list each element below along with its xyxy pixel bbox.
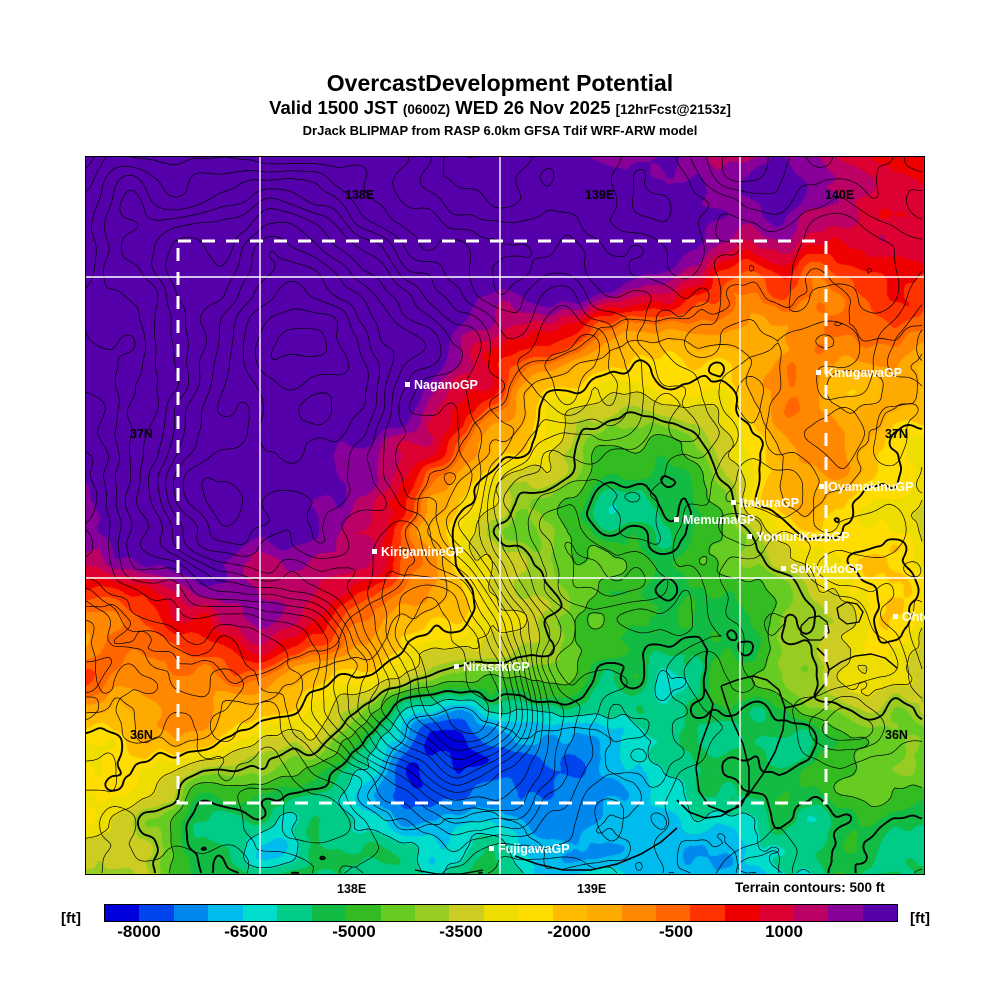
map-field-canvas <box>85 156 925 875</box>
lat-label-right-1: 37N <box>885 427 908 441</box>
station-dot-icon <box>781 566 786 572</box>
colorbar-tick-6: 1000 <box>765 922 803 941</box>
colorbar-segment-9 <box>414 905 450 921</box>
station-label: FujigawaGP <box>498 842 570 856</box>
lat-label-right-3: 36N <box>885 728 908 742</box>
station-label: ItakuraGP <box>740 496 800 510</box>
colorbar-unit-left: [ft] <box>61 910 81 927</box>
station-dot-icon <box>747 534 752 540</box>
forecast-stamp: [12hrFcst@2153z] <box>615 102 731 117</box>
colorbar-tick-4: -2000 <box>547 922 591 941</box>
colorbar-segment-20 <box>793 905 829 921</box>
colorbar-segment-8 <box>380 905 415 921</box>
station-dot-icon <box>816 370 821 376</box>
colorbar-unit-right: [ft] <box>910 910 930 927</box>
valid-date: WED 26 Nov 2025 <box>455 97 611 118</box>
colorbar-segment-13 <box>552 905 588 921</box>
colorbar-tick-3: -3500 <box>439 922 483 941</box>
colorbar-segment-18 <box>724 905 760 921</box>
station-dot-icon <box>731 500 736 506</box>
colorbar-segment-16 <box>656 905 691 921</box>
valid-time-line: Valid 1500 JST (0600Z) WED 26 Nov 2025 [… <box>0 96 1000 122</box>
station-label: YomiuriKazoGP <box>756 530 850 544</box>
station-marker-sekiyadogp[interactable]: SekiyadoGP <box>781 563 863 575</box>
lon-label-bottom-1: 139E <box>577 882 607 896</box>
colorbar-tick-0: -8000 <box>117 922 161 941</box>
colorbar[interactable] <box>104 904 898 922</box>
colorbar-segment-5 <box>277 905 312 921</box>
lat-label-left-0: 37N <box>130 427 153 441</box>
lat-label-left-2: 36N <box>130 728 153 742</box>
colorbar-segment-6 <box>311 905 347 921</box>
colorbar-tick-2: -5000 <box>332 922 376 941</box>
title-block: OvercastDevelopment Potential Valid 1500… <box>0 70 1000 140</box>
colorbar-segment-3 <box>208 905 243 921</box>
forecast-map[interactable] <box>85 156 925 875</box>
station-marker-memumagp[interactable]: MemumaGP <box>674 514 755 526</box>
colorbar-segment-11 <box>483 905 519 921</box>
station-marker-kinugawagp[interactable]: KinugawaGP <box>816 367 902 379</box>
station-label: MemumaGP <box>683 513 756 527</box>
colorbar-segment-4 <box>242 905 278 921</box>
colorbar-segment-17 <box>690 905 725 921</box>
colorbar-segment-0 <box>105 905 140 921</box>
station-marker-yomiurikazogp[interactable]: YomiuriKazoGP <box>747 531 850 543</box>
station-marker-naganogp[interactable]: NaganoGP <box>405 379 478 391</box>
lon-label-bottom-0: 138E <box>337 882 367 896</box>
colorbar-segment-2 <box>173 905 209 921</box>
station-marker-itakuragp[interactable]: ItakuraGP <box>731 497 799 509</box>
station-label: NaganoGP <box>414 378 478 392</box>
station-label: OyamakinuGP <box>828 480 914 494</box>
station-dot-icon <box>489 846 494 852</box>
station-marker-ohtonead[interactable]: OhtoneAD <box>893 611 964 623</box>
colorbar-segment-21 <box>828 905 863 921</box>
colorbar-segment-22 <box>862 905 898 921</box>
lon-label-top-2: 140E <box>825 188 855 202</box>
station-dot-icon <box>674 517 679 523</box>
station-marker-nirasakigp[interactable]: NirasakiGP <box>454 661 530 673</box>
colorbar-segment-10 <box>449 905 484 921</box>
colorbar-segment-15 <box>621 905 656 921</box>
station-label: NirasakiGP <box>463 660 530 674</box>
station-label: OhtoneAD <box>902 610 964 624</box>
colorbar-tick-1: -6500 <box>224 922 268 941</box>
station-label: KirigamineGP <box>381 545 464 559</box>
station-marker-oyamakinugp[interactable]: OyamakinuGP <box>819 481 913 493</box>
terrain-contour-note: Terrain contours: 500 ft <box>735 880 885 895</box>
station-dot-icon <box>454 664 459 670</box>
station-dot-icon <box>405 382 410 388</box>
valid-utc: (0600Z) <box>402 102 451 117</box>
colorbar-segment-7 <box>346 905 381 921</box>
colorbar-segment-1 <box>139 905 174 921</box>
station-marker-kirigaminegp[interactable]: KirigamineGP <box>372 546 464 558</box>
colorbar-segment-14 <box>587 905 622 921</box>
station-label: SekiyadoGP <box>790 562 863 576</box>
station-dot-icon <box>372 549 377 555</box>
colorbar-segment-19 <box>759 905 794 921</box>
station-marker-fujigawagp[interactable]: FujigawaGP <box>489 843 570 855</box>
station-dot-icon <box>819 484 824 490</box>
lon-label-top-0: 138E <box>345 188 375 202</box>
valid-prefix: Valid 1500 JST <box>269 97 398 118</box>
page-title: OvercastDevelopment Potential <box>326 70 674 96</box>
station-label: KinugawaGP <box>825 366 903 380</box>
station-dot-icon <box>893 614 898 620</box>
colorbar-tick-5: -500 <box>658 922 694 941</box>
colorbar-segment-12 <box>518 905 553 921</box>
model-line: DrJack BLIPMAP from RASP 6.0km GFSA Tdif… <box>302 123 698 138</box>
lon-label-top-1: 139E <box>585 188 615 202</box>
